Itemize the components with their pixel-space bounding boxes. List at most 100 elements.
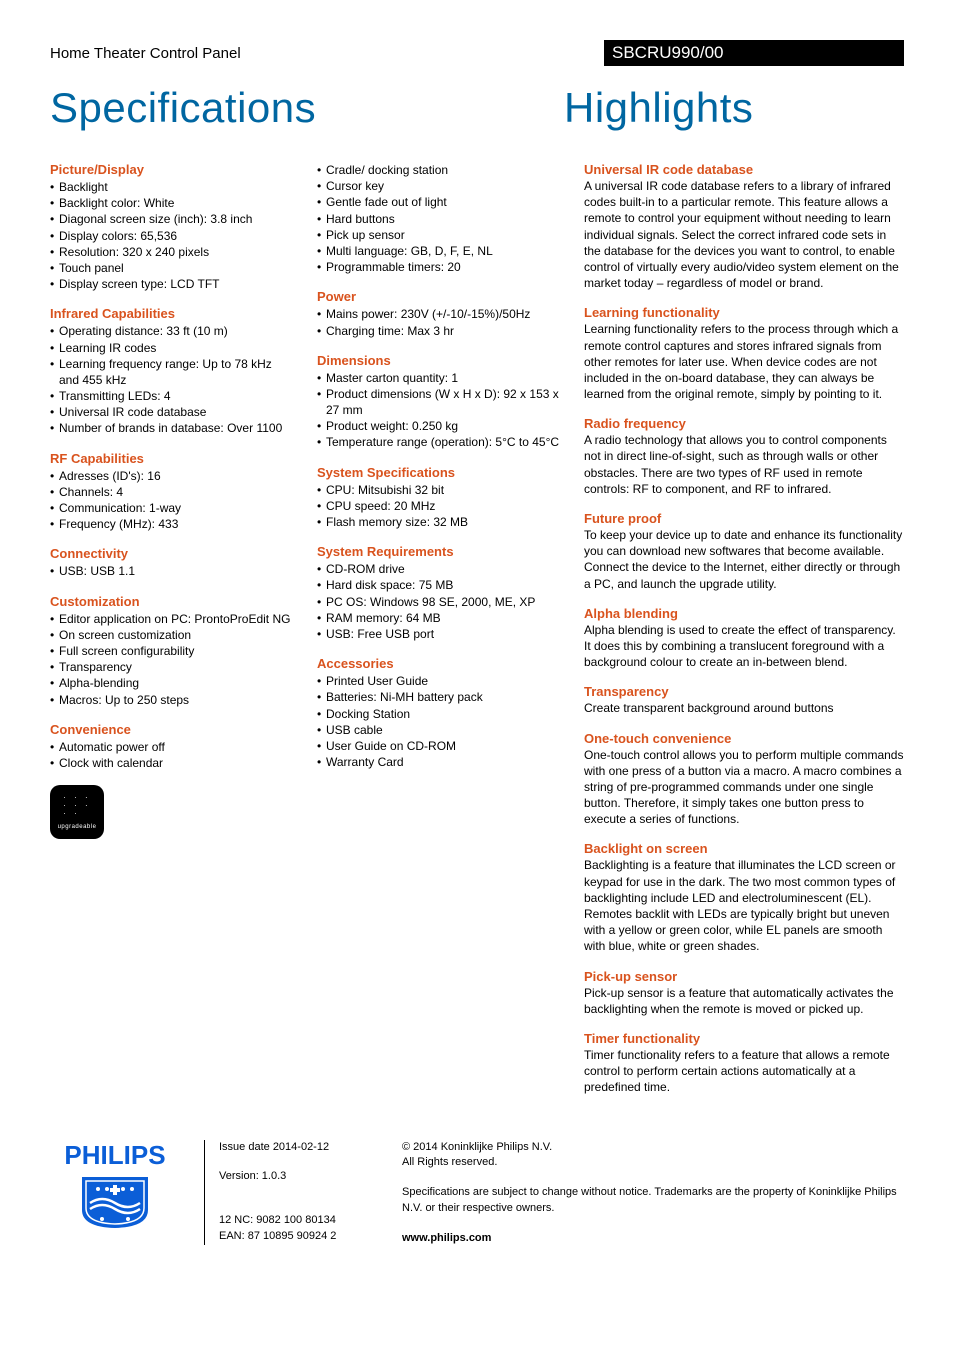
model-badge: SBCRU990/00	[604, 40, 904, 66]
spec-item: Communication: 1-way	[50, 500, 293, 516]
spec-list: Automatic power offClock with calendar	[50, 739, 293, 771]
header-row: Home Theater Control Panel SBCRU990/00	[50, 40, 904, 66]
philips-wordmark: PHILIPS	[64, 1140, 165, 1171]
spec-item: Learning IR codes	[50, 340, 293, 356]
spec-heading: Accessories	[317, 656, 560, 671]
copyright: © 2014 Koninklijke Philips N.V.	[402, 1140, 904, 1156]
spec-item: USB: Free USB port	[317, 626, 560, 642]
spec-heading: Dimensions	[317, 353, 560, 368]
upgradeable-badge: · · ·· · ·· ·upgradeable	[50, 785, 104, 839]
footer: PHILIPS Issue date 2014-02-12 Version: 1…	[50, 1140, 904, 1248]
highlight-heading: Transparency	[584, 684, 904, 699]
highlight-block: Pick-up sensorPick-up sensor is a featur…	[584, 969, 904, 1017]
highlight-heading: Radio frequency	[584, 416, 904, 431]
spec-item: Cradle/ docking station	[317, 162, 560, 178]
titles-row: Specifications Highlights	[50, 84, 904, 132]
highlight-block: Alpha blendingAlpha blending is used to …	[584, 606, 904, 671]
spec-group: System SpecificationsCPU: Mitsubishi 32 …	[317, 465, 560, 531]
spec-item: Resolution: 320 x 240 pixels	[50, 244, 293, 260]
highlight-heading: One-touch convenience	[584, 731, 904, 746]
spec-list: Cradle/ docking stationCursor keyGentle …	[317, 162, 560, 275]
spec-item: Macros: Up to 250 steps	[50, 692, 293, 708]
website-url: www.philips.com	[402, 1231, 904, 1247]
spec-item: Cursor key	[317, 178, 560, 194]
spec-group: Picture/Display BacklightBacklight color:…	[50, 162, 293, 292]
highlight-heading: Learning functionality	[584, 305, 904, 320]
spec-heading: Power	[317, 289, 560, 304]
highlight-block: Backlight on screenBacklighting is a fea…	[584, 841, 904, 954]
spec-item: Hard buttons	[317, 211, 560, 227]
spec-group: Accessories Printed User GuideBatteries: …	[317, 656, 560, 770]
spec-item: Product weight: 0.250 kg	[317, 418, 560, 434]
highlight-block: Future proofTo keep your device up to da…	[584, 511, 904, 592]
philips-shield-icon	[80, 1175, 150, 1230]
spec-item: CD-ROM drive	[317, 561, 560, 577]
spec-item: Learning frequency range: Up to 78 kHz a…	[50, 356, 293, 388]
spec-item: User Guide on CD-ROM	[317, 738, 560, 754]
spec-item: Number of brands in database: Over 1100	[50, 420, 293, 436]
spec-item: Universal IR code database	[50, 404, 293, 420]
spec-list: CD-ROM driveHard disk space: 75 MBPC OS:…	[317, 561, 560, 642]
spec-heading: RF Capabilities	[50, 451, 293, 466]
spec-heading: Connectivity	[50, 546, 293, 561]
spec-item: Backlight color: White	[50, 195, 293, 211]
highlight-block: Learning functionalityLearning functiona…	[584, 305, 904, 402]
highlight-heading: Future proof	[584, 511, 904, 526]
spec-item: Alpha-blending	[50, 675, 293, 691]
spec-item: Full screen configurability	[50, 643, 293, 659]
spec-item: Frequency (MHz): 433	[50, 516, 293, 532]
spec-group: Cradle/ docking stationCursor keyGentle …	[317, 162, 560, 275]
spec-item: Warranty Card	[317, 754, 560, 770]
spec-item: Gentle fade out of light	[317, 194, 560, 210]
spec-item: Multi language: GB, D, F, E, NL	[317, 243, 560, 259]
specs-column-2: Cradle/ docking stationCursor keyGentle …	[317, 162, 560, 1110]
spec-item: CPU speed: 20 MHz	[317, 498, 560, 514]
spec-heading: Picture/Display	[50, 162, 293, 177]
footer-legal: © 2014 Koninklijke Philips N.V. All Righ…	[388, 1140, 904, 1248]
spec-group: RF CapabilitiesAdresses (ID's): 16Channe…	[50, 451, 293, 533]
specs-column-1: Picture/Display BacklightBacklight color:…	[50, 162, 293, 1110]
spec-item: Diagonal screen size (inch): 3.8 inch	[50, 211, 293, 227]
highlight-body: A universal IR code database refers to a…	[584, 178, 904, 291]
spec-list: Printed User GuideBatteries: Ni-MH batte…	[317, 673, 560, 770]
spec-item: Pick up sensor	[317, 227, 560, 243]
disclaimer: Specifications are subject to change wit…	[402, 1185, 904, 1217]
spec-item: Channels: 4	[50, 484, 293, 500]
spec-item: PC OS: Windows 98 SE, 2000, ME, XP	[317, 594, 560, 610]
spec-group: Infrared Capabilities Operating distance:…	[50, 306, 293, 436]
spec-group: DimensionsMaster carton quantity: 1Produ…	[317, 353, 560, 451]
spec-item: Temperature range (operation): 5°C to 45…	[317, 434, 560, 450]
spec-item: Automatic power off	[50, 739, 293, 755]
spec-list: Master carton quantity: 1Product dimensi…	[317, 370, 560, 451]
spec-item: Display colors: 65,536	[50, 228, 293, 244]
highlight-heading: Timer functionality	[584, 1031, 904, 1046]
spec-item: Master carton quantity: 1	[317, 370, 560, 386]
spec-heading: Customization	[50, 594, 293, 609]
spec-item: Backlight	[50, 179, 293, 195]
spec-list: CPU: Mitsubishi 32 bitCPU speed: 20 MHzF…	[317, 482, 560, 531]
spec-item: Charging time: Max 3 hr	[317, 323, 560, 339]
spec-item: Printed User Guide	[317, 673, 560, 689]
spec-list: Operating distance: 33 ft (10 m)Learning…	[50, 323, 293, 436]
spec-item: Docking Station	[317, 706, 560, 722]
spec-item: Clock with calendar	[50, 755, 293, 771]
spec-item: Product dimensions (W x H x D): 92 x 153…	[317, 386, 560, 418]
specifications-title: Specifications	[50, 84, 316, 132]
ean-code: EAN: 87 10895 90924 2	[219, 1229, 364, 1245]
spec-item: Flash memory size: 32 MB	[317, 514, 560, 530]
spec-group: System RequirementsCD-ROM driveHard disk…	[317, 544, 560, 642]
spec-item: CPU: Mitsubishi 32 bit	[317, 482, 560, 498]
highlight-block: TransparencyCreate transparent backgroun…	[584, 684, 904, 716]
spec-heading: Infrared Capabilities	[50, 306, 293, 321]
spec-item: Transparency	[50, 659, 293, 675]
spec-heading: Convenience	[50, 722, 293, 737]
highlight-body: Create transparent background around but…	[584, 700, 904, 716]
spec-item: Display screen type: LCD TFT	[50, 276, 293, 292]
highlight-heading: Backlight on screen	[584, 841, 904, 856]
spec-list: BacklightBacklight color: WhiteDiagonal …	[50, 179, 293, 292]
spec-item: USB cable	[317, 722, 560, 738]
spec-list: USB: USB 1.1	[50, 563, 293, 579]
highlight-block: Universal IR code databaseA universal IR…	[584, 162, 904, 291]
rights: All Rights reserved.	[402, 1155, 904, 1171]
spec-item: USB: USB 1.1	[50, 563, 293, 579]
